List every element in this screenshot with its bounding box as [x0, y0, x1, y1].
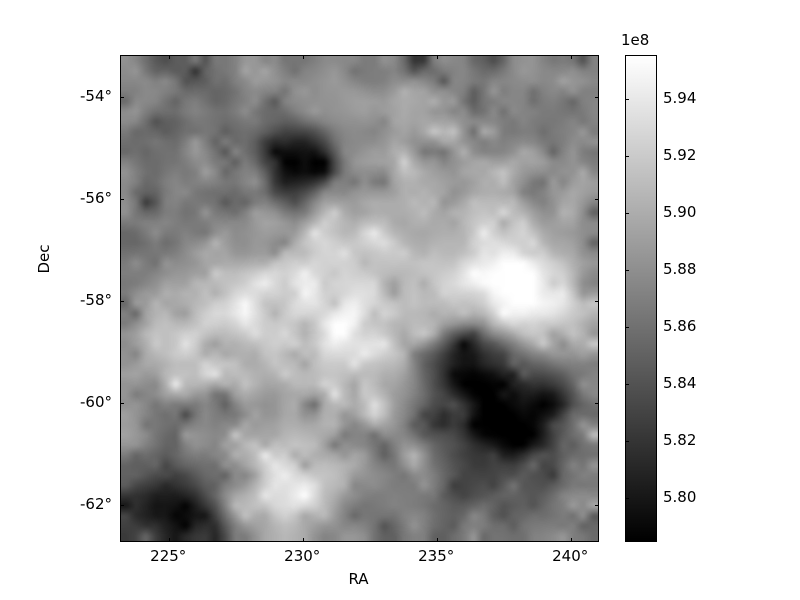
- colorbar-tick: [625, 212, 629, 214]
- colorbar-tick-label: 5.84: [663, 374, 697, 393]
- colorbar-tick-label: 5.88: [663, 259, 697, 278]
- colorbar-axes[interactable]: [625, 55, 657, 542]
- y-axis-tick-label: -56°: [80, 188, 112, 207]
- colorbar-tick-label: 5.82: [663, 431, 697, 450]
- colorbar-offset-text: 1e8: [621, 31, 650, 49]
- y-axis-tick: [595, 505, 598, 507]
- y-axis-tick: [595, 96, 598, 98]
- y-axis-tick: [121, 96, 124, 98]
- y-axis-tick: [595, 198, 598, 200]
- colorbar-tick: [625, 98, 629, 100]
- colorbar-tick-label: 5.86: [663, 317, 697, 336]
- x-axis-tick-label: 230°: [284, 547, 321, 565]
- colorbar-tick: [625, 155, 629, 157]
- colorbar-tick-label: 5.80: [663, 488, 697, 507]
- y-axis-tick-label: -58°: [80, 291, 112, 310]
- colorbar-tick: [625, 269, 629, 271]
- y-axis-label: Dec: [35, 244, 53, 274]
- y-axis-tick: [121, 301, 124, 303]
- x-axis-tick: [169, 538, 171, 541]
- sky-map-heatmap-image: [121, 56, 598, 541]
- x-axis-tick: [303, 538, 305, 541]
- y-axis-tick-label: -54°: [80, 86, 112, 105]
- y-axis-tick: [595, 403, 598, 405]
- sky-map-axes[interactable]: [120, 55, 599, 542]
- y-axis-tick: [595, 301, 598, 303]
- x-axis-tick-label: 240°: [552, 547, 589, 565]
- x-axis-tick: [571, 56, 573, 59]
- colorbar-tick-label: 5.92: [663, 145, 697, 164]
- colorbar-tick: [625, 498, 629, 500]
- x-axis-label: RA: [348, 570, 369, 588]
- y-axis-tick: [121, 198, 124, 200]
- x-axis-tick: [571, 538, 573, 541]
- x-axis-tick: [169, 56, 171, 59]
- colorbar-tick: [625, 327, 629, 329]
- y-axis-tick-label: -62°: [80, 495, 112, 514]
- x-axis-tick-label: 225°: [150, 547, 187, 565]
- x-axis-tick: [437, 56, 439, 59]
- colorbar-gradient: [626, 56, 656, 541]
- colorbar-tick-label: 5.90: [663, 202, 697, 221]
- y-axis-tick: [121, 403, 124, 405]
- x-axis-tick: [437, 538, 439, 541]
- y-axis-tick: [121, 505, 124, 507]
- x-axis-tick-label: 235°: [418, 547, 455, 565]
- x-axis-tick: [303, 56, 305, 59]
- colorbar-tick-label: 5.94: [663, 88, 697, 107]
- colorbar-tick: [625, 441, 629, 443]
- y-axis-tick-label: -60°: [80, 393, 112, 412]
- colorbar-tick: [625, 384, 629, 386]
